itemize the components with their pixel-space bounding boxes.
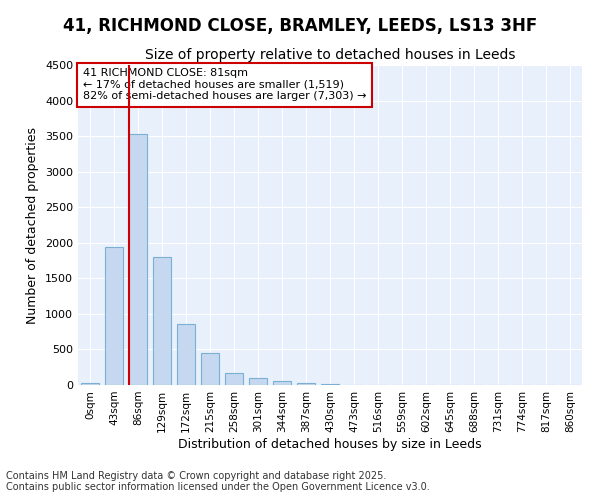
X-axis label: Distribution of detached houses by size in Leeds: Distribution of detached houses by size … (178, 438, 482, 450)
Bar (273, 381, 291, 385)
Bar (201, 353, 219, 385)
Y-axis label: Number of detached properties: Number of detached properties (26, 126, 40, 324)
Bar (81, 383, 99, 385)
Bar (153, 257, 171, 385)
Bar (225, 372, 243, 385)
Bar (249, 378, 267, 385)
Bar (177, 324, 195, 385)
Bar (129, 134, 147, 385)
Bar (321, 384, 339, 385)
Title: Size of property relative to detached houses in Leeds: Size of property relative to detached ho… (145, 48, 515, 62)
Text: Contains HM Land Registry data © Crown copyright and database right 2025.
Contai: Contains HM Land Registry data © Crown c… (6, 471, 430, 492)
Text: 41 RICHMOND CLOSE: 81sqm
← 17% of detached houses are smaller (1,519)
82% of sem: 41 RICHMOND CLOSE: 81sqm ← 17% of detach… (83, 68, 367, 102)
Bar (105, 247, 123, 385)
Text: 41, RICHMOND CLOSE, BRAMLEY, LEEDS, LS13 3HF: 41, RICHMOND CLOSE, BRAMLEY, LEEDS, LS13… (63, 18, 537, 36)
Bar (297, 383, 315, 385)
